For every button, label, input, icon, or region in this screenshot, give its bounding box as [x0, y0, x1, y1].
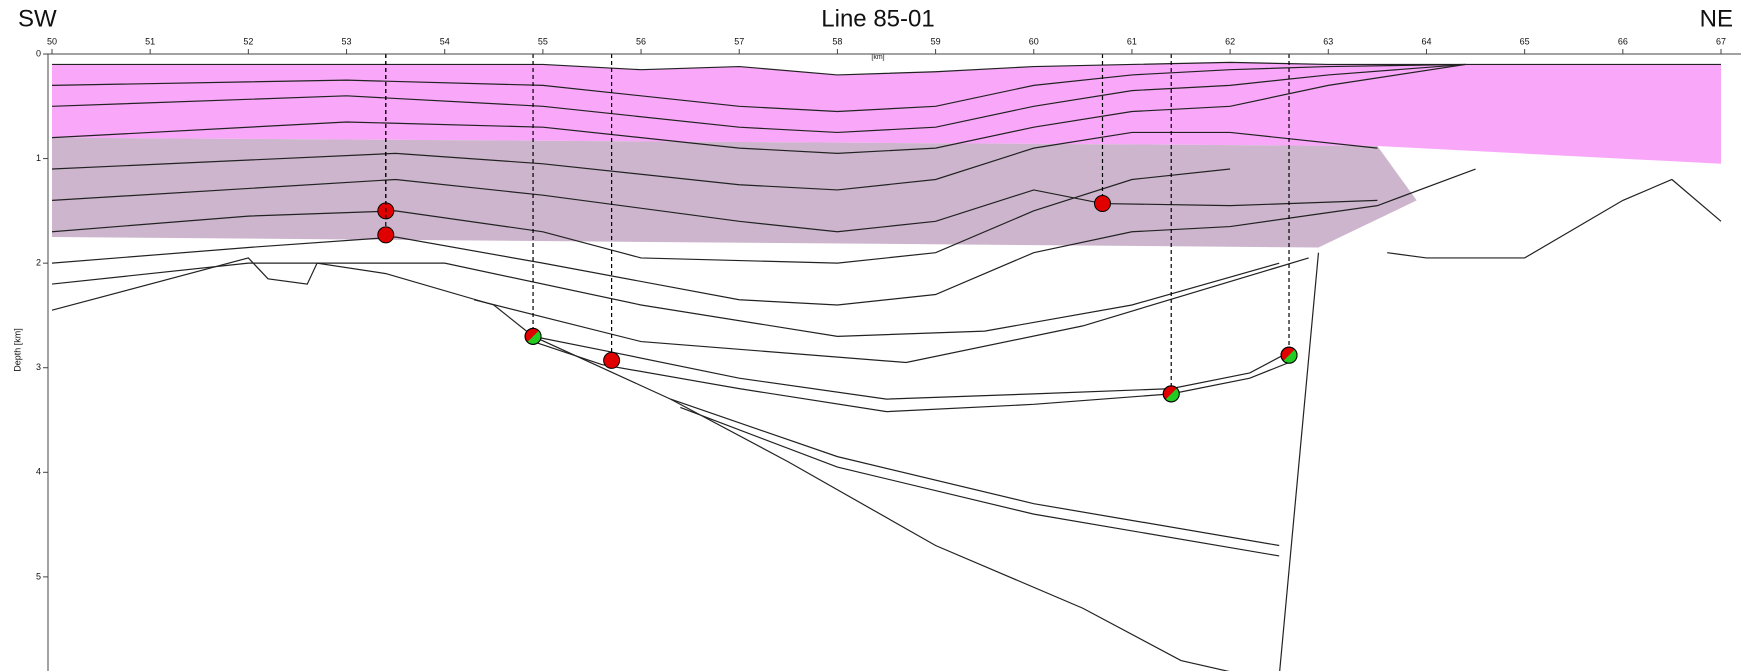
- sample-point: [1163, 386, 1179, 402]
- sample-point: [1094, 196, 1110, 212]
- layer-fill: [52, 138, 1417, 248]
- y-tick-label: 3: [36, 362, 41, 372]
- horizon-line: [52, 263, 1279, 336]
- y-tick-label: 2: [36, 258, 41, 268]
- x-tick-label: 57: [734, 36, 744, 46]
- right-label: NE: [1700, 5, 1733, 32]
- x-tick-label: 59: [931, 36, 941, 46]
- horizon-line: [533, 342, 1289, 412]
- x-tick-label: 53: [342, 36, 352, 46]
- x-tick-label: 55: [538, 36, 548, 46]
- x-tick-label: 52: [243, 36, 253, 46]
- sample-point: [378, 227, 394, 243]
- x-tick-label: 66: [1618, 36, 1628, 46]
- x-tick-label: 67: [1716, 36, 1726, 46]
- chart: SW NE Line 85-01 [km] Depth [km] 5051525…: [0, 0, 1751, 671]
- sample-point-base: [1094, 196, 1110, 212]
- x-tick-label: 64: [1421, 36, 1431, 46]
- y-axis-label: Depth [km]: [12, 328, 22, 372]
- x-tick-label: 51: [145, 36, 155, 46]
- y-tick-label: 5: [36, 571, 41, 581]
- x-tick-label: 54: [440, 36, 450, 46]
- horizon-line: [1387, 179, 1721, 257]
- horizon-line: [680, 407, 1279, 555]
- x-tick-label: 63: [1323, 36, 1333, 46]
- sample-point: [1281, 347, 1297, 363]
- chart-title: Line 85-01: [821, 5, 934, 32]
- y-tick-label: 4: [36, 467, 41, 477]
- sample-point: [604, 352, 620, 368]
- x-tick-label: 62: [1225, 36, 1235, 46]
- y-tick-label: 0: [36, 48, 41, 58]
- x-tick-label: 58: [832, 36, 842, 46]
- x-tick-label: 65: [1520, 36, 1530, 46]
- left-label: SW: [18, 5, 57, 32]
- horizon-line: [1279, 253, 1318, 671]
- sample-point-base: [604, 352, 620, 368]
- x-tick-label: 50: [47, 36, 57, 46]
- x-tick-label: 60: [1029, 36, 1039, 46]
- y-tick-label: 1: [36, 153, 41, 163]
- x-tick-label: 56: [636, 36, 646, 46]
- sample-point: [525, 328, 541, 344]
- sample-point-base: [378, 227, 394, 243]
- horizon-line: [52, 258, 1250, 671]
- x-tick-label: 61: [1127, 36, 1137, 46]
- horizon-line: [671, 399, 1280, 545]
- x-axis-label: [km]: [871, 54, 884, 61]
